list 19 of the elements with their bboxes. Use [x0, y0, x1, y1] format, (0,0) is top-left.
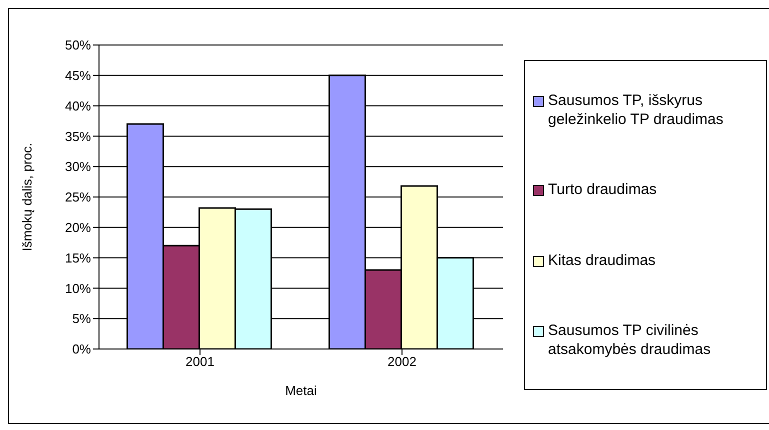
y-tick-label: 35% — [64, 128, 92, 144]
y-tick-label: 45% — [64, 68, 92, 84]
legend-label: Kitas draudimas — [548, 250, 656, 270]
y-tick-label: 20% — [64, 220, 92, 236]
y-tick-label: 50% — [64, 38, 92, 53]
y-tick-label: 40% — [64, 98, 92, 114]
y-tick-label: 5% — [72, 311, 92, 326]
x-axis-title: Metai — [285, 383, 317, 398]
y-tick-label: 0% — [72, 342, 92, 357]
y-tick-label: 10% — [64, 280, 92, 296]
y-tick-label: 25% — [64, 190, 92, 205]
x-tick-label: 2002 — [388, 354, 416, 370]
legend-label: Sausumos TP, išskyrus geležinkelio TP draudimas — [548, 90, 724, 129]
y-tick-label: 15% — [64, 250, 92, 266]
x-tick-label: 2001 — [186, 354, 214, 370]
legend-label: Sausumos TP civilinės atsakomybės draudimas — [548, 321, 712, 360]
legend-label: Turto draudimas — [548, 180, 657, 200]
y-tick-label: 30% — [64, 159, 92, 174]
y-axis-title: Išmokų dalis, proc. — [20, 142, 35, 252]
